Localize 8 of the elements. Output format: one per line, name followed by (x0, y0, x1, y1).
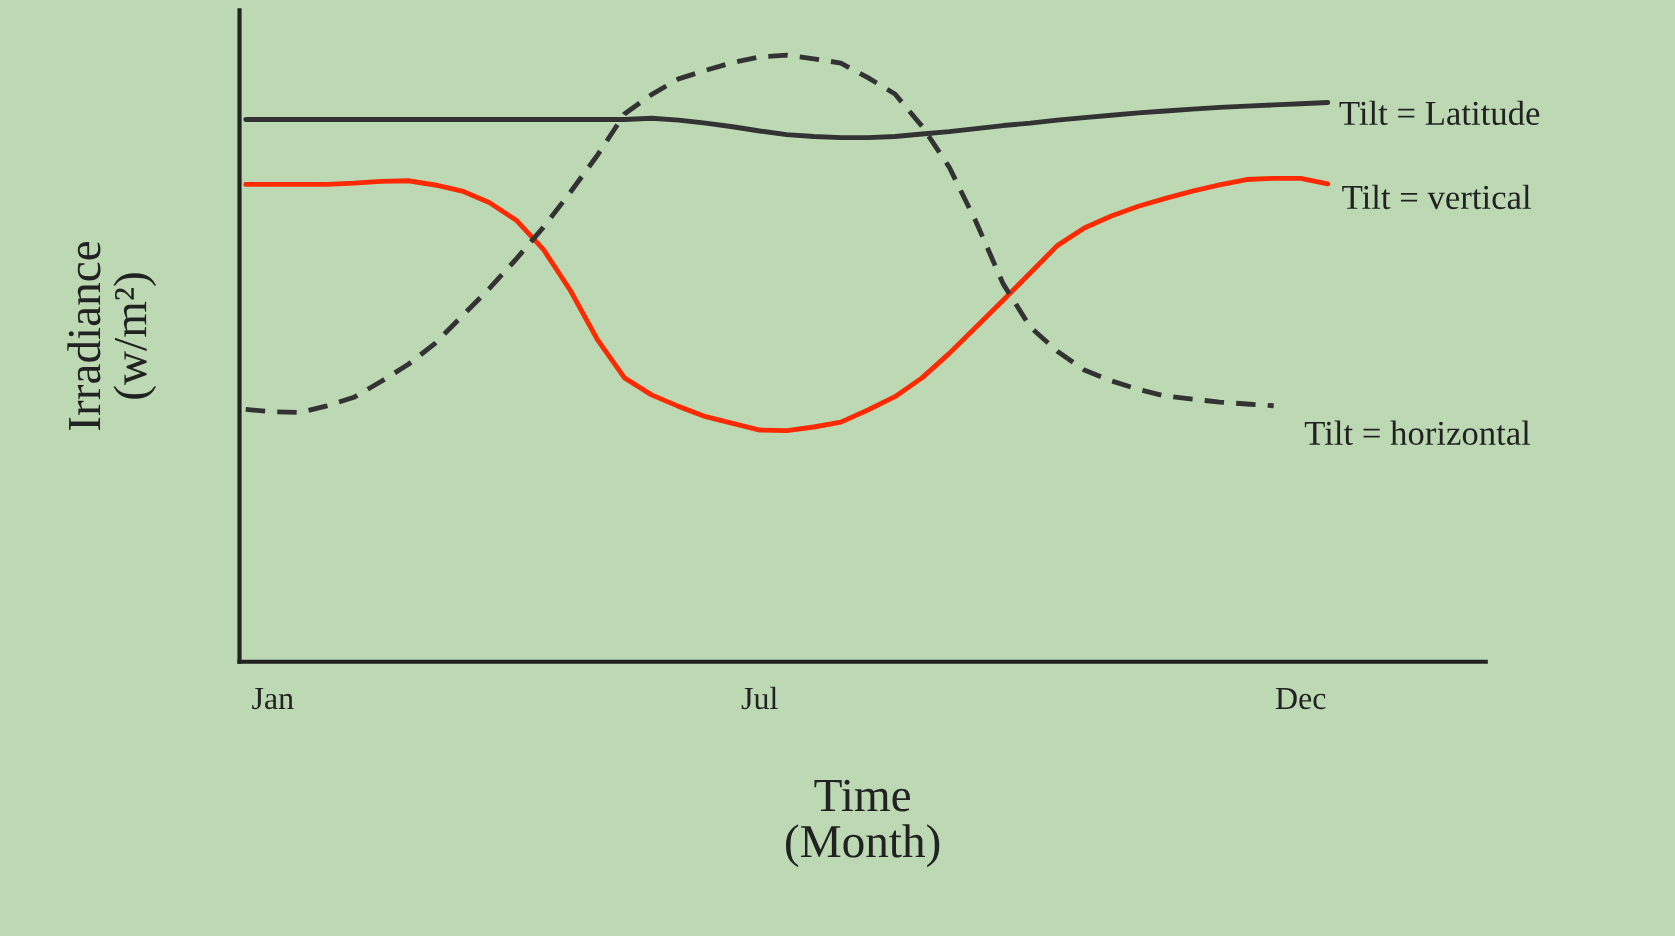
x-tick-label: Jan (252, 688, 294, 710)
x-tick-label: Dec (1275, 688, 1326, 710)
x-tick-label: Jul (741, 686, 778, 710)
series-label: Tilt = Latitude (1339, 100, 1540, 126)
series-label: Tilt = horizontal (1304, 420, 1531, 446)
series-label: Tilt = vertical (1342, 184, 1531, 210)
x-axis-title: Time (Month) (786, 779, 940, 868)
y-axis-title: Irradiance (w/m²) (67, 241, 157, 430)
